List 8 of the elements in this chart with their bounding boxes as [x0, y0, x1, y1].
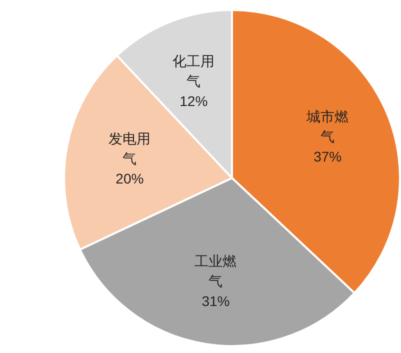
slice-label: 工业燃气	[194, 252, 237, 289]
data-label: 20%	[116, 170, 144, 186]
slice-label: 化工用气	[172, 53, 215, 90]
data-label: 31%	[202, 292, 230, 309]
data-label: 37%	[314, 148, 342, 165]
data-label: 12%	[180, 93, 208, 110]
slice-label: 发电用气	[108, 130, 151, 166]
slice-label: 城市燃气	[306, 108, 349, 145]
